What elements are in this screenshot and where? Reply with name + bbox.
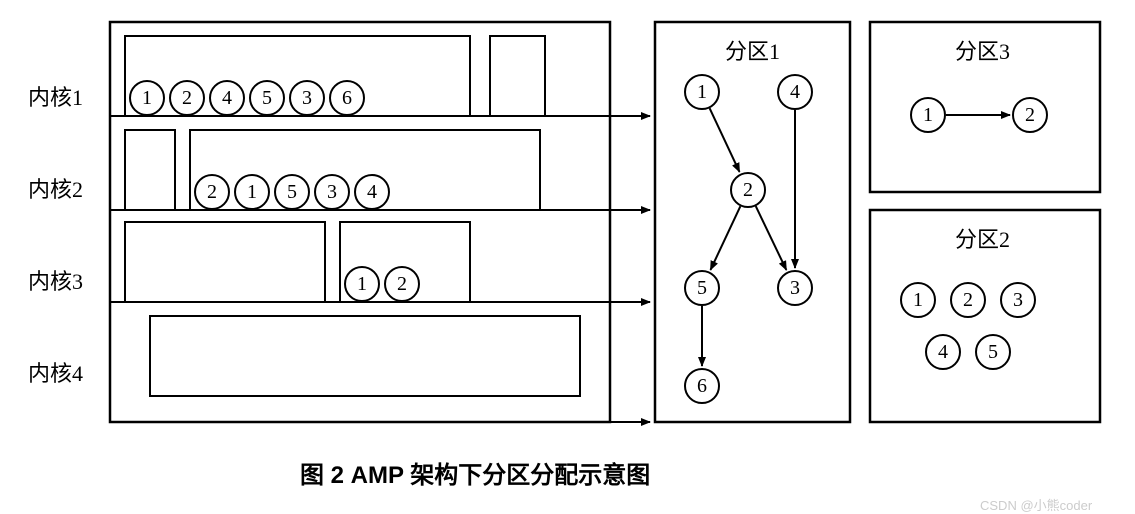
core-label-4: 内核4 xyxy=(28,356,83,388)
partition2-title: 分区2 xyxy=(955,222,1010,254)
partition3-node-2: 2 xyxy=(1012,97,1048,133)
svg-layer xyxy=(0,0,1135,514)
partition1-edge-2 xyxy=(710,206,740,270)
core-task-node-10: 4 xyxy=(354,174,390,210)
watermark-text: CSDN @小熊coder xyxy=(980,495,1092,514)
figure-caption: 图 2 AMP 架构下分区分配示意图 xyxy=(300,455,650,490)
partition1-node-2: 2 xyxy=(730,172,766,208)
core-task-node-12: 2 xyxy=(384,266,420,302)
core-label-3: 内核3 xyxy=(28,264,83,296)
partition1-title: 分区1 xyxy=(725,34,780,66)
partition2-node-4: 4 xyxy=(925,334,961,370)
core-label-1: 内核1 xyxy=(28,80,83,112)
diagram-canvas: 12453621534121425361212345 内核1内核2内核3内核4分… xyxy=(0,0,1135,514)
partition1-node-6: 6 xyxy=(684,368,720,404)
partition1-edge-0 xyxy=(710,108,740,172)
core-label-2: 内核2 xyxy=(28,172,83,204)
partition1-node-1: 1 xyxy=(684,74,720,110)
core-task-node-1: 2 xyxy=(169,80,205,116)
core-task-node-3: 5 xyxy=(249,80,285,116)
partition1-node-5: 5 xyxy=(684,270,720,306)
core-task-node-8: 5 xyxy=(274,174,310,210)
core-task-node-5: 6 xyxy=(329,80,365,116)
left-inner-box-1 xyxy=(490,36,545,116)
left-inner-box-2 xyxy=(125,130,175,210)
partition3-title: 分区3 xyxy=(955,34,1010,66)
core-task-node-0: 1 xyxy=(129,80,165,116)
core-task-node-7: 1 xyxy=(234,174,270,210)
left-inner-box-4 xyxy=(125,222,325,302)
partition2-node-5: 5 xyxy=(975,334,1011,370)
core-task-node-9: 3 xyxy=(314,174,350,210)
core-task-node-4: 3 xyxy=(289,80,325,116)
core-task-node-11: 1 xyxy=(344,266,380,302)
partition1-box xyxy=(655,22,850,422)
partition3-node-1: 1 xyxy=(910,97,946,133)
partition1-node-4: 4 xyxy=(777,74,813,110)
partition1-edge-3 xyxy=(756,206,787,270)
partition2-node-1: 1 xyxy=(900,282,936,318)
partition1-node-3: 3 xyxy=(777,270,813,306)
partition2-node-2: 2 xyxy=(950,282,986,318)
core-task-node-6: 2 xyxy=(194,174,230,210)
core-task-node-2: 4 xyxy=(209,80,245,116)
left-inner-box-6 xyxy=(150,316,580,396)
partition2-node-3: 3 xyxy=(1000,282,1036,318)
